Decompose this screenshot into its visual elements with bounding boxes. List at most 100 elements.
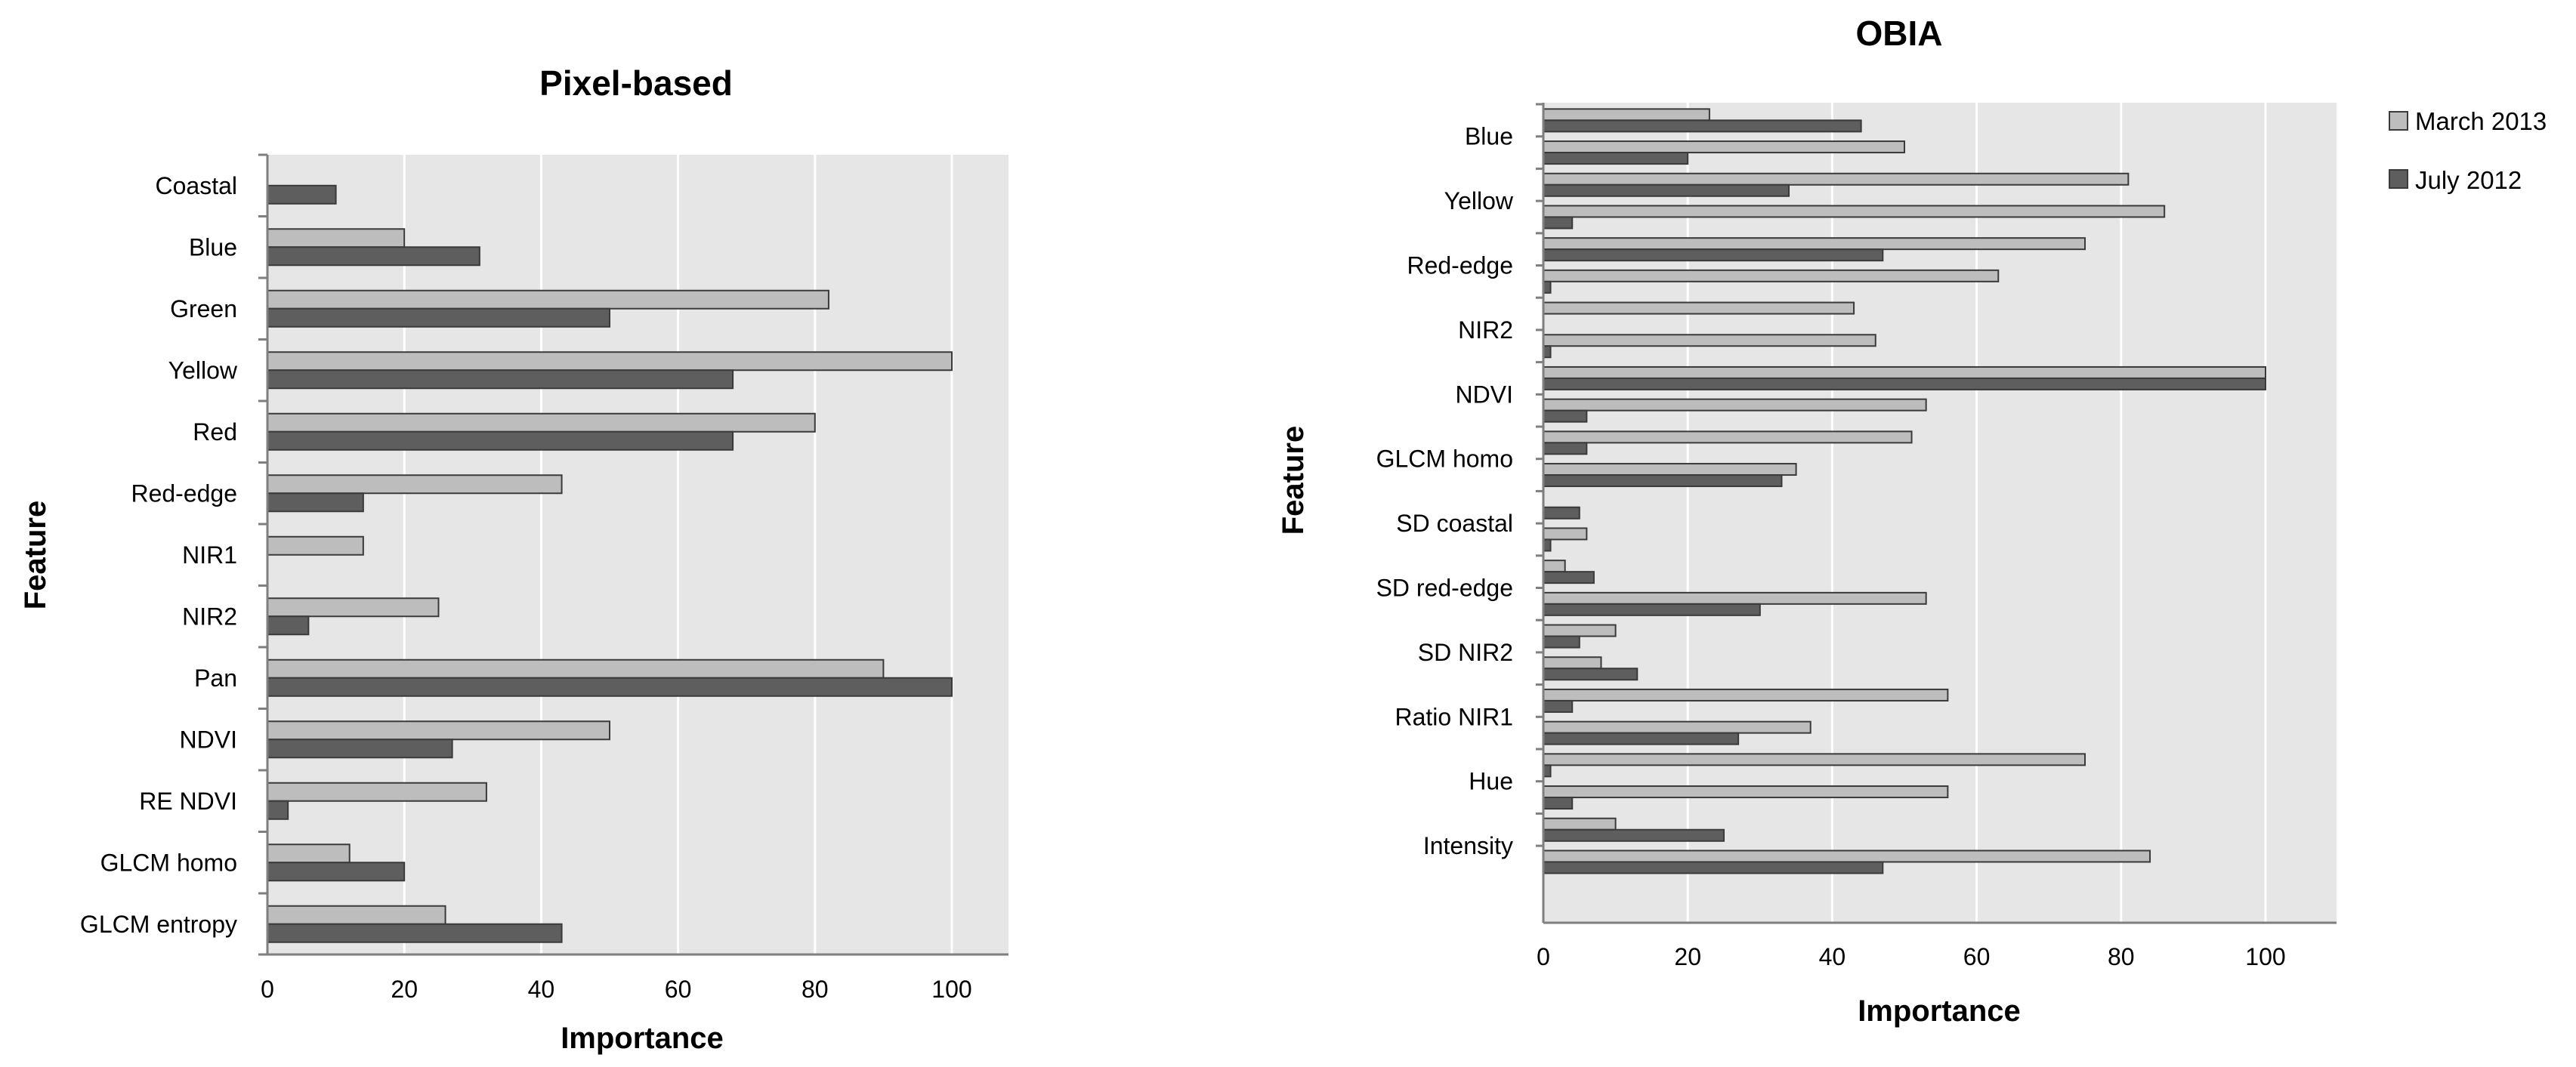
bar-march [1543, 301, 1855, 315]
y-axis-title: Feature [19, 501, 52, 610]
bar-march-glcm-homo [267, 843, 351, 864]
x-tick-label: 60 [1963, 943, 1991, 970]
bar-july [1543, 732, 1740, 745]
category-label: Coastal [156, 172, 238, 199]
bar-march [1543, 140, 1905, 154]
bar-march-pan [267, 658, 885, 679]
bar-march [1543, 720, 1812, 734]
bar-july [1543, 699, 1574, 713]
bar-july-blue [267, 246, 480, 267]
y-axis-title: Feature [1277, 426, 1310, 535]
bar-march-red-edge [267, 474, 563, 495]
x-tick-label: 100 [931, 976, 971, 1003]
category-label: Pan [194, 665, 237, 692]
x-axis-title: Importance [1858, 995, 2021, 1028]
bar-march [1543, 785, 1949, 799]
bar-july-ndvi [267, 739, 453, 759]
bar-march-nir2 [267, 597, 440, 618]
bar-july-re-ndvi [267, 800, 289, 820]
category-labels: Coastal Blue Green Yellow Red Red-edge NIR1 NIR… [80, 172, 238, 938]
x-tick-label: 100 [2245, 943, 2285, 970]
x-tick-label: 80 [802, 976, 829, 1003]
axes [258, 153, 1008, 956]
category-label: Red-edge [1407, 252, 1513, 279]
bar-july-green [267, 307, 610, 328]
bar-july-pan [267, 677, 953, 697]
bar-march-ndvi [267, 720, 610, 741]
bars [267, 184, 953, 943]
bar-july-glcm-homo [267, 862, 406, 882]
tick-labels: 0 20 40 60 80 100 [1537, 943, 2286, 970]
x-tick-label: 80 [2108, 943, 2135, 970]
category-label: NDVI [1456, 381, 1513, 408]
bar-july [1543, 409, 1588, 423]
category-label: GLCM entropy [80, 911, 237, 938]
x-tick-label: 40 [528, 976, 555, 1003]
bar-july [1543, 668, 1639, 681]
bar-july [1543, 603, 1761, 616]
bar-july [1543, 442, 1588, 455]
category-label: NIR2 [182, 603, 237, 630]
x-tick-label: 0 [1537, 943, 1550, 970]
x-tick-label: 40 [1819, 943, 1846, 970]
category-label: RE NDVI [139, 788, 237, 815]
category-label: NDVI [180, 726, 237, 753]
plot-area [1543, 103, 2337, 923]
category-label: Yellow [168, 356, 238, 384]
bar-march [1543, 817, 1617, 831]
gridlines [403, 155, 953, 954]
bar-july [1543, 119, 1862, 133]
x-axis-title: Importance [561, 1022, 724, 1055]
bar-july-coastal [267, 184, 337, 205]
bar-march-yellow [267, 351, 953, 372]
category-label: GLCM homo [100, 849, 237, 876]
bar-july [1543, 635, 1580, 649]
bar-july [1543, 152, 1689, 165]
bar-march-re-ndvi [267, 782, 487, 802]
obia-chart: Blue Yellow Red-edge NIR2 NDVI GLCM homo SD co… [1277, 14, 2547, 1028]
x-tick-label: 60 [665, 976, 692, 1003]
category-label: Hue [1469, 768, 1513, 795]
bar-march-nir1 [267, 535, 364, 556]
bar-july [1543, 474, 1783, 488]
bar-july-yellow [267, 369, 734, 390]
category-label: SD coastal [1396, 510, 1513, 537]
category-label: Blue [1465, 123, 1513, 150]
category-label: Red-edge [131, 480, 237, 507]
chart-title: Pixel-based [539, 63, 733, 103]
bar-march [1543, 108, 1710, 122]
bar-march [1543, 205, 2166, 218]
plot-area [267, 155, 1008, 954]
bar-july-red-edge [267, 492, 364, 513]
bar-july [1543, 248, 1884, 262]
category-labels: Blue Yellow Red-edge NIR2 NDVI GLCM homo SD co… [1376, 123, 1514, 859]
pixel-based-chart: Coastal Blue Green Yellow Red Red-edge NIR1 NIR… [19, 63, 1008, 1055]
bar-march [1543, 269, 2000, 282]
category-label: SD red-edge [1376, 575, 1513, 602]
bar-march [1543, 237, 2086, 251]
bar-march [1543, 656, 1602, 670]
bar-july [1543, 571, 1595, 584]
bar-july-red [267, 430, 734, 451]
category-label: Intensity [1423, 832, 1513, 859]
category-label: Green [170, 295, 237, 322]
bar-march [1543, 172, 2130, 186]
bar-march-blue [267, 228, 406, 248]
bar-march [1543, 398, 1927, 412]
bar-march-red [267, 412, 816, 433]
category-label: Ratio NIR1 [1395, 703, 1514, 730]
legend-label-july: July 2012 [2415, 166, 2522, 194]
bar-march [1543, 334, 1876, 347]
bar-july [1543, 377, 2266, 390]
chart-title: OBIA [1856, 14, 1943, 53]
legend-swatch-march [2389, 111, 2408, 131]
legend-swatch-july [2389, 169, 2408, 189]
bar-march [1543, 624, 1617, 637]
bar-march [1543, 527, 1588, 541]
axes [1536, 103, 2337, 924]
bar-july [1543, 506, 1580, 520]
bar-july [1543, 828, 1725, 842]
bar-march-glcm-entropy [267, 905, 446, 925]
category-label: SD NIR2 [1418, 639, 1513, 666]
x-tick-label: 0 [261, 976, 274, 1003]
